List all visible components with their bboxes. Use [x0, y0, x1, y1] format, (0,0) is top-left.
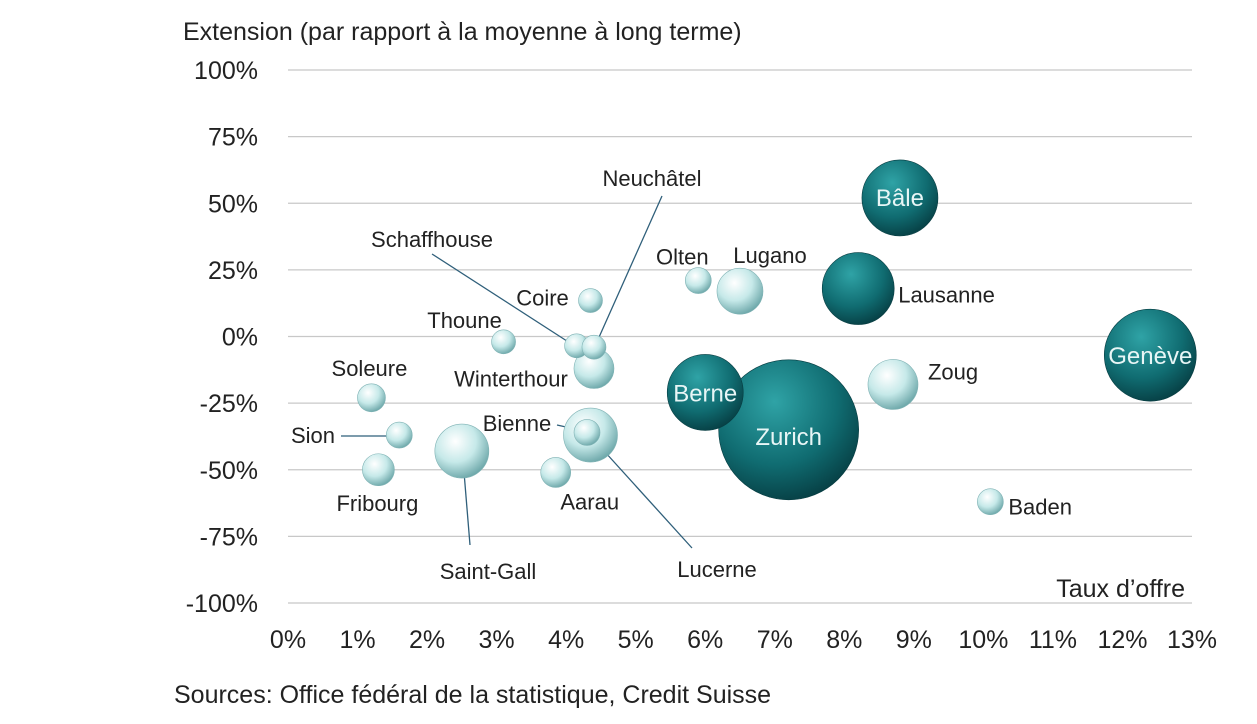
- grid-lines: [288, 69, 1192, 604]
- y-tick-label: 50%: [208, 190, 258, 218]
- point-label: Lucerne: [677, 557, 757, 582]
- point-label: Coire: [516, 286, 569, 311]
- bubble-soleure: [357, 383, 386, 413]
- bubble-lausanne: [821, 252, 895, 325]
- x-tick-label: 1%: [339, 626, 375, 654]
- leader-line: [431, 253, 571, 344]
- bubble-lugano: [716, 267, 764, 315]
- point-label: Bienne: [483, 411, 552, 436]
- point-label: Sion: [291, 423, 335, 448]
- point-label: Lugano: [733, 243, 806, 268]
- y-tick-label: -100%: [186, 590, 258, 618]
- bubble-coire: [578, 288, 603, 313]
- x-tick-label: 4%: [548, 626, 584, 654]
- bubble-baden: [977, 488, 1004, 516]
- point-labels: Bâle Lausanne Genève Berne Zurich Zoug Baden Ol…: [291, 166, 1192, 584]
- y-tick-label: 25%: [208, 257, 258, 285]
- bubble-bienne: [573, 419, 601, 446]
- bubble-zoug: [867, 359, 919, 410]
- x-tick-label: 3%: [479, 626, 515, 654]
- bubble-olten: [684, 267, 712, 294]
- x-tick-label: 0%: [270, 626, 306, 654]
- y-tick-label: 100%: [194, 57, 258, 85]
- bubble-neuchâtel: [581, 334, 607, 360]
- point-label: Neuchâtel: [602, 166, 701, 191]
- x-tick-label: 13%: [1167, 626, 1217, 654]
- y-axis-label: Extension (par rapport à la moyenne à lo…: [183, 18, 742, 46]
- x-tick-label: 5%: [618, 626, 654, 654]
- bubble-zurich: [718, 359, 859, 501]
- bubble-aarau: [540, 457, 572, 488]
- bubble-bâle: [861, 159, 939, 237]
- leader-line: [595, 195, 663, 345]
- point-label: Olten: [656, 245, 709, 270]
- point-label: Baden: [1008, 495, 1072, 520]
- bubble-fribourg: [362, 453, 395, 487]
- y-tick-label: 75%: [208, 124, 258, 152]
- y-tick-label: -50%: [200, 457, 258, 485]
- x-tick-label: 8%: [826, 626, 862, 654]
- leader-lines: [341, 195, 693, 549]
- leader-line: [463, 471, 471, 546]
- bubble-thoune: [491, 329, 516, 355]
- source-note: Sources: Office fédéral de la statistiqu…: [174, 681, 771, 709]
- x-tick-label: 11%: [1029, 626, 1077, 654]
- x-tick-label: 2%: [409, 626, 445, 654]
- x-tick-labels: 0% 1% 2% 3% 4% 5% 6% 7% 8% 9% 10% 11% 12% 13%: [270, 626, 1217, 654]
- point-label: Zurich: [755, 424, 822, 451]
- point-label: Thoune: [427, 308, 502, 333]
- x-tick-label: 7%: [757, 626, 793, 654]
- point-label: Schaffhouse: [371, 227, 493, 252]
- y-tick-label: 0%: [222, 324, 258, 352]
- point-label: Fribourg: [336, 491, 418, 516]
- x-tick-label: 9%: [896, 626, 932, 654]
- bubble-genève: [1103, 308, 1197, 402]
- y-tick-labels: 100% 75% 50% 25% 0% -25% -50% -75% -100%: [186, 57, 258, 618]
- point-label: Saint-Gall: [440, 559, 537, 584]
- point-label: Aarau: [560, 489, 619, 514]
- y-tick-label: -25%: [200, 390, 258, 418]
- point-label: Lausanne: [898, 283, 995, 308]
- point-label: Winterthour: [454, 366, 568, 391]
- bubble-sion: [385, 421, 413, 449]
- point-label: Berne: [673, 380, 737, 407]
- x-axis-label: Taux d’offre: [1056, 575, 1185, 603]
- bubbles: [357, 159, 1197, 516]
- x-tick-label: 12%: [1097, 626, 1147, 654]
- x-tick-label: 6%: [687, 626, 723, 654]
- point-label: Bâle: [876, 185, 924, 212]
- point-label: Zoug: [928, 359, 978, 384]
- point-label: Genève: [1108, 343, 1192, 370]
- leader-line: [604, 451, 693, 549]
- x-tick-label: 10%: [958, 626, 1008, 654]
- bubble-berne: [666, 354, 744, 431]
- y-tick-label: -75%: [200, 523, 258, 551]
- point-label: Soleure: [332, 356, 408, 381]
- bubble-saint-gall: [434, 423, 490, 479]
